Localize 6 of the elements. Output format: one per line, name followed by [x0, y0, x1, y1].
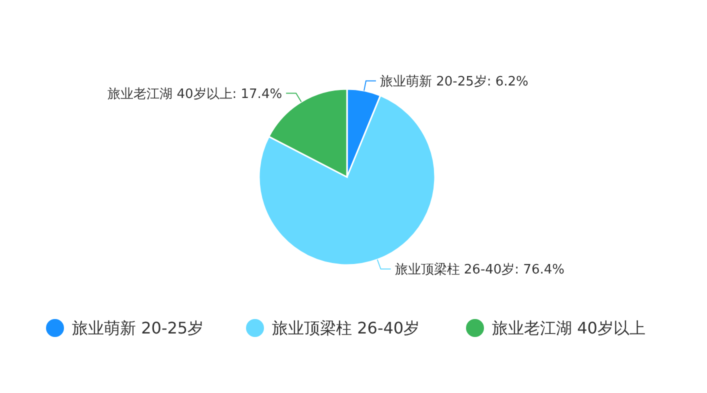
- legend-label: 旅业顶梁柱 26-40岁: [272, 318, 420, 338]
- legend-label: 旅业老江湖 40岁以上: [492, 318, 646, 338]
- data-label: 旅业老江湖 40岁以上: 17.4%: [108, 86, 282, 102]
- legend-label: 旅业萌新 20-25岁: [72, 318, 204, 338]
- data-label: 旅业萌新 20-25岁: 6.2%: [380, 74, 528, 90]
- data-label: 旅业顶梁柱 26-40岁: 76.4%: [394, 262, 564, 278]
